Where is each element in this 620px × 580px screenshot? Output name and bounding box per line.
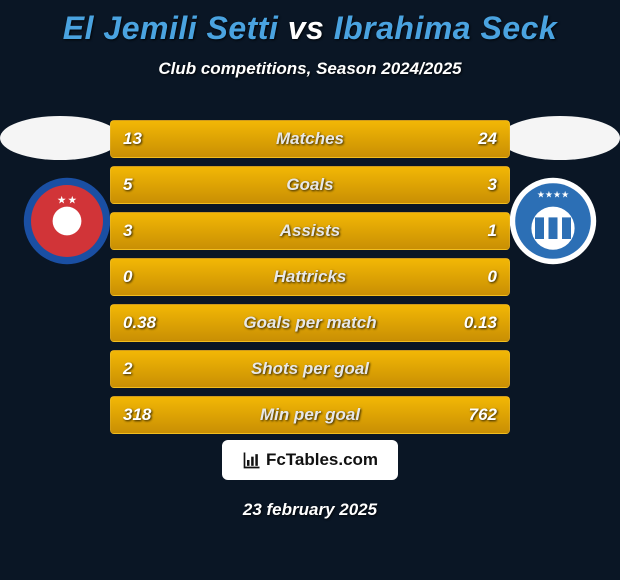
marker-right [500,116,620,160]
footer-date: 23 february 2025 [0,500,620,520]
footer-brand-text: FcTables.com [266,450,378,470]
stat-label: Shots per goal [203,359,417,379]
stat-row: 2Shots per goal [110,350,510,388]
stat-value-left: 13 [123,129,203,149]
stat-label: Assists [203,221,417,241]
stat-label: Goals [203,175,417,195]
stat-value-left: 2 [123,359,203,379]
stat-row: 0Hattricks0 [110,258,510,296]
stat-label: Matches [203,129,417,149]
club-badge-right: ★★★★ [508,176,598,266]
chart-icon [242,450,262,470]
title-separator: vs [278,10,333,46]
stat-row: 3Assists1 [110,212,510,250]
stat-row: 5Goals3 [110,166,510,204]
stat-value-right: 0 [417,267,497,287]
stat-label: Hattricks [203,267,417,287]
stat-value-right: 3 [417,175,497,195]
stat-label: Goals per match [203,313,417,333]
subtitle: Club competitions, Season 2024/2025 [0,59,620,79]
club-badge-left: ★ ★ [22,176,112,266]
footer-brand[interactable]: FcTables.com [222,440,398,480]
svg-text:★★★★: ★★★★ [537,190,569,200]
title-player-right: Ibrahima Seck [334,10,558,46]
stats-table: 13Matches245Goals33Assists10Hattricks00.… [110,120,510,442]
stat-row: 318Min per goal762 [110,396,510,434]
stat-value-left: 318 [123,405,203,425]
stat-label: Min per goal [203,405,417,425]
stat-value-left: 0.38 [123,313,203,333]
marker-left [0,116,120,160]
stat-value-right: 1 [417,221,497,241]
stat-value-right: 0.13 [417,313,497,333]
svg-text:★ ★: ★ ★ [58,195,78,205]
stat-value-right: 24 [417,129,497,149]
club-badge-right-svg: ★★★★ [508,176,598,266]
stat-row: 0.38Goals per match0.13 [110,304,510,342]
page-title: El Jemili Setti vs Ibrahima Seck [0,0,620,47]
club-badge-left-svg: ★ ★ [22,176,112,266]
title-player-left: El Jemili Setti [63,10,279,46]
stat-row: 13Matches24 [110,120,510,158]
stat-value-left: 0 [123,267,203,287]
stat-value-right: 762 [417,405,497,425]
stat-value-left: 5 [123,175,203,195]
stat-value-left: 3 [123,221,203,241]
